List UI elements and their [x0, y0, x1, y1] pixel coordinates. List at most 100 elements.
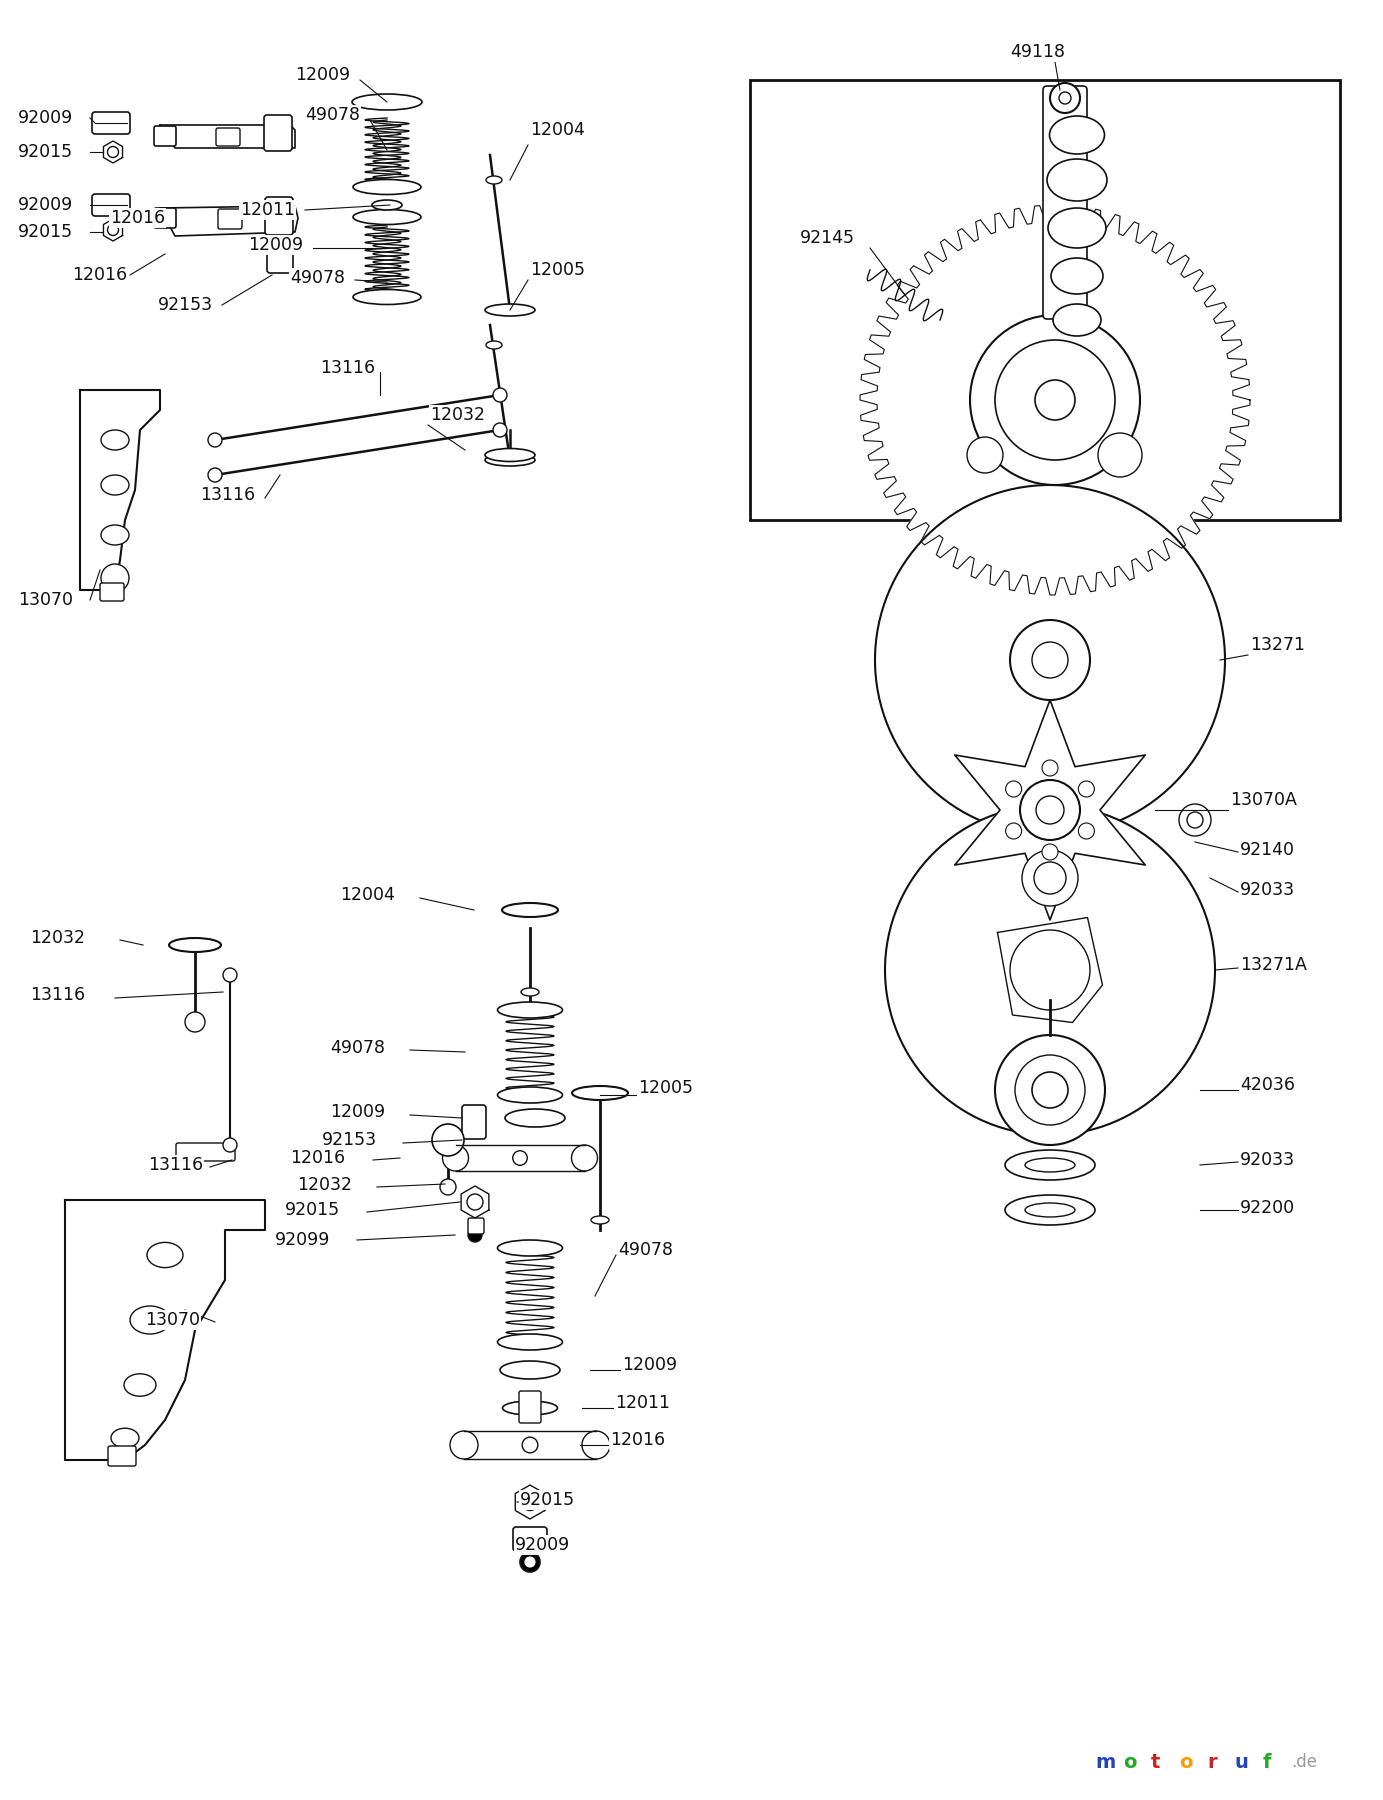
FancyBboxPatch shape	[513, 1526, 548, 1552]
Ellipse shape	[1052, 304, 1101, 337]
FancyBboxPatch shape	[264, 115, 292, 151]
Text: 13116: 13116	[201, 486, 254, 504]
Text: 92009: 92009	[18, 110, 73, 128]
Circle shape	[1032, 643, 1068, 679]
Circle shape	[1015, 1055, 1086, 1125]
Ellipse shape	[353, 209, 420, 225]
Circle shape	[1010, 619, 1090, 700]
Bar	[465, 1431, 596, 1460]
Ellipse shape	[372, 200, 402, 211]
Text: 92015: 92015	[520, 1490, 575, 1508]
Polygon shape	[516, 1485, 545, 1519]
Text: 49078: 49078	[290, 268, 344, 286]
Polygon shape	[104, 140, 123, 164]
Text: 92015: 92015	[285, 1201, 340, 1219]
FancyBboxPatch shape	[219, 209, 242, 229]
Ellipse shape	[1048, 209, 1106, 248]
Text: 49078: 49078	[618, 1240, 674, 1258]
Circle shape	[1041, 844, 1058, 860]
Text: 12004: 12004	[340, 886, 396, 904]
FancyBboxPatch shape	[462, 1105, 485, 1139]
Circle shape	[1010, 931, 1090, 1010]
Text: 12005: 12005	[530, 261, 585, 279]
Circle shape	[994, 1035, 1105, 1145]
FancyBboxPatch shape	[467, 1219, 484, 1235]
Text: 92033: 92033	[1241, 880, 1294, 898]
FancyBboxPatch shape	[216, 128, 241, 146]
Circle shape	[1005, 823, 1022, 839]
Circle shape	[521, 1494, 538, 1510]
Text: 12009: 12009	[248, 236, 303, 254]
Ellipse shape	[485, 448, 535, 461]
Text: 92009: 92009	[18, 196, 73, 214]
Ellipse shape	[591, 1217, 609, 1224]
Text: o: o	[1123, 1753, 1137, 1771]
Ellipse shape	[353, 94, 422, 110]
FancyBboxPatch shape	[108, 1445, 136, 1465]
Text: 42036: 42036	[1241, 1076, 1294, 1094]
Text: 49078: 49078	[331, 1039, 384, 1057]
FancyBboxPatch shape	[154, 209, 176, 229]
Circle shape	[223, 968, 236, 983]
Text: 13116: 13116	[148, 1156, 203, 1174]
Circle shape	[582, 1431, 610, 1460]
Ellipse shape	[502, 1400, 557, 1415]
Text: 12004: 12004	[530, 121, 585, 139]
Ellipse shape	[1005, 1150, 1095, 1181]
Circle shape	[571, 1145, 597, 1172]
Circle shape	[108, 146, 119, 158]
Text: 12016: 12016	[72, 266, 127, 284]
Text: 92153: 92153	[322, 1130, 378, 1148]
Text: 12032: 12032	[430, 407, 485, 425]
Ellipse shape	[1047, 158, 1106, 202]
Ellipse shape	[353, 180, 420, 194]
Circle shape	[969, 315, 1140, 484]
Circle shape	[431, 1123, 465, 1156]
Ellipse shape	[101, 430, 129, 450]
Circle shape	[1079, 781, 1094, 797]
Ellipse shape	[101, 475, 129, 495]
Text: o: o	[1178, 1753, 1192, 1771]
Text: 12009: 12009	[622, 1355, 678, 1373]
Ellipse shape	[505, 1109, 566, 1127]
Polygon shape	[160, 124, 295, 148]
Text: 92099: 92099	[275, 1231, 331, 1249]
Text: 13070: 13070	[18, 590, 73, 608]
Text: 49078: 49078	[306, 106, 360, 124]
Text: 92140: 92140	[1241, 841, 1294, 859]
Circle shape	[513, 1150, 527, 1165]
Circle shape	[1036, 796, 1064, 824]
Circle shape	[1178, 805, 1212, 835]
Text: 92009: 92009	[514, 1535, 570, 1553]
FancyBboxPatch shape	[750, 79, 1340, 520]
Text: 12011: 12011	[615, 1393, 669, 1411]
Ellipse shape	[573, 1085, 628, 1100]
Text: 12011: 12011	[241, 202, 295, 220]
Text: 92015: 92015	[18, 223, 73, 241]
Circle shape	[449, 1431, 479, 1460]
Text: 12005: 12005	[638, 1078, 693, 1096]
Text: 13116: 13116	[319, 358, 375, 376]
Ellipse shape	[498, 1087, 563, 1103]
Circle shape	[1021, 779, 1080, 841]
Text: 12009: 12009	[295, 67, 350, 85]
Ellipse shape	[124, 1373, 156, 1397]
Ellipse shape	[485, 454, 535, 466]
Text: 12016: 12016	[610, 1431, 665, 1449]
Circle shape	[520, 1552, 539, 1571]
Text: 13070A: 13070A	[1229, 790, 1297, 808]
Circle shape	[185, 1012, 205, 1031]
FancyBboxPatch shape	[266, 196, 293, 236]
Ellipse shape	[147, 1242, 183, 1267]
Circle shape	[875, 484, 1225, 835]
Ellipse shape	[521, 988, 539, 995]
Circle shape	[1050, 83, 1080, 113]
Circle shape	[492, 423, 508, 437]
Ellipse shape	[498, 1003, 563, 1019]
FancyBboxPatch shape	[267, 239, 293, 274]
Circle shape	[1032, 1073, 1068, 1109]
Polygon shape	[461, 1186, 488, 1219]
FancyBboxPatch shape	[176, 1143, 235, 1161]
Circle shape	[523, 1436, 538, 1453]
Ellipse shape	[1025, 1202, 1075, 1217]
